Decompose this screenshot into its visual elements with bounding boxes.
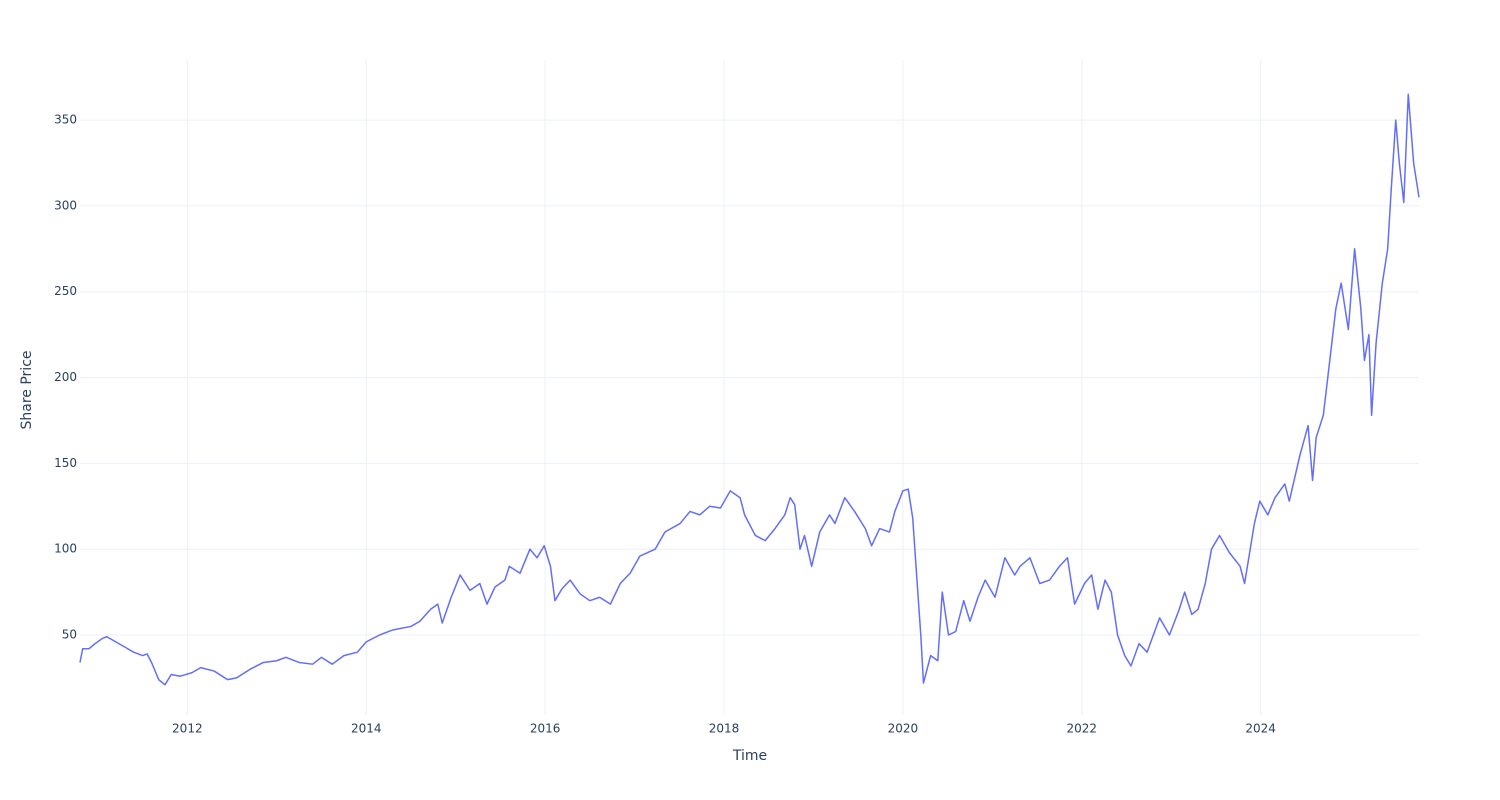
- y-axis-title: Share Price: [19, 350, 35, 429]
- x-tick-label: 2012: [172, 722, 203, 736]
- x-tick-label: 2024: [1245, 722, 1276, 736]
- y-tick-label: 150: [54, 456, 77, 470]
- price-line: [79, 93, 1420, 686]
- x-tick-label: 2016: [530, 722, 561, 736]
- x-tick-label: 2018: [709, 722, 740, 736]
- y-tick-label: 100: [54, 542, 77, 556]
- y-tick-label: 200: [54, 370, 77, 384]
- x-tick-label: 2022: [1067, 722, 1098, 736]
- y-tick-label: 50: [62, 628, 77, 642]
- x-tick-label: 2020: [888, 722, 919, 736]
- y-tick-label: 250: [54, 284, 77, 298]
- y-tick-label: 300: [54, 198, 77, 212]
- x-tick-label: 2014: [351, 722, 382, 736]
- y-tick-label: 350: [54, 113, 77, 127]
- x-axis-title: Time: [732, 748, 767, 764]
